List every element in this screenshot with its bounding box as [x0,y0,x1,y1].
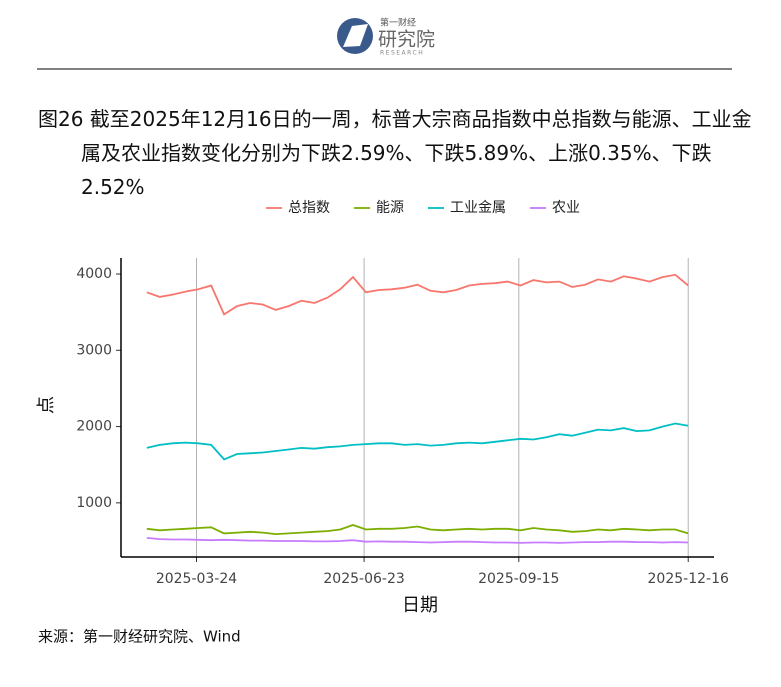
legend-label: 农业 [552,200,580,216]
legend-label: 总指数 [288,200,330,216]
y-tick-label: 3000 [76,342,112,358]
x-axis-label: 日期 [402,595,438,616]
series-line [146,422,689,461]
x-tick-label: 2025-12-16 [648,571,729,587]
x-tick-label: 2025-03-24 [156,571,237,587]
series-line [146,537,689,544]
chart-title: 图26 截至2025年12月16日的一周，标普大宗商品指数中总指数与能源、工业金… [38,107,752,199]
logo-small: 第一财经 [380,17,416,29]
y-tick-label: 1000 [76,495,112,511]
x-tick-label: 2025-09-15 [478,571,559,587]
logo-icon [343,24,368,47]
y-tick-label: 2000 [76,419,112,435]
legend-label: 工业金属 [450,200,506,216]
source: 来源：第一财经研究院、Wind [38,628,241,646]
series-line [146,273,689,316]
y-axis-label: 点 [36,396,57,414]
series-line [146,524,689,536]
logo-sub: RESEARCH [380,50,424,57]
logo: 第一财经 研究院 RESEARCH [337,17,435,57]
legend-label: 能源 [376,200,404,216]
logo-main: 研究院 [378,29,435,51]
y-tick-label: 4000 [76,266,112,282]
x-tick-label: 2025-06-23 [323,571,404,587]
legend: 总指数 能源 工业金属 农业 [266,200,580,216]
